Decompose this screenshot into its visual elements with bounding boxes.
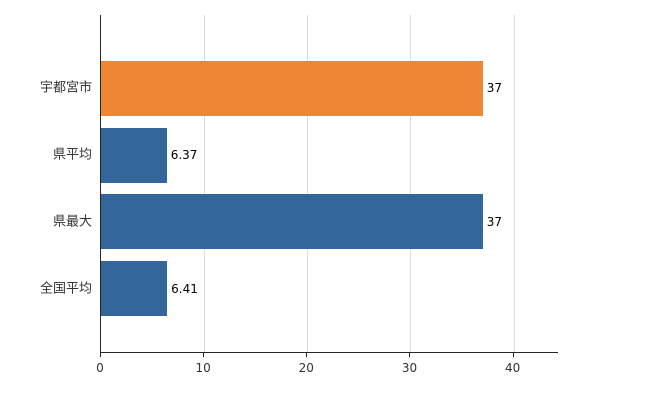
x-tick-label: 10 [195, 361, 211, 375]
grid-line [513, 15, 515, 352]
bar-value-label: 37 [486, 81, 502, 96]
x-axis-tick [203, 352, 205, 357]
x-tick-label: 20 [298, 361, 314, 375]
grid-line [410, 15, 412, 352]
x-tick-label: 40 [505, 361, 521, 375]
category-label: 県最大 [52, 214, 92, 230]
category-label: 全国平均 [39, 281, 92, 297]
bar [101, 194, 483, 250]
x-axis-tick [306, 352, 308, 357]
x-axis-tick [100, 352, 101, 357]
bar [101, 60, 483, 116]
bar [101, 261, 168, 317]
x-tick-label: 30 [401, 361, 418, 375]
bar-value-label: 37 [486, 214, 502, 229]
bar-value-label: 6.41 [171, 281, 198, 296]
grid-line [204, 15, 206, 352]
grid-line [307, 15, 309, 352]
category-label: 宇都宮市 [39, 80, 92, 96]
x-axis-tick [512, 352, 514, 357]
bar-value-label: 6.37 [170, 148, 198, 163]
x-tick-label: 0 [96, 361, 104, 375]
plot-area: 37 6.37 37 6.41 [100, 15, 558, 353]
x-axis-tick [409, 352, 411, 357]
category-label: 県平均 [52, 147, 92, 163]
bar [101, 127, 167, 183]
